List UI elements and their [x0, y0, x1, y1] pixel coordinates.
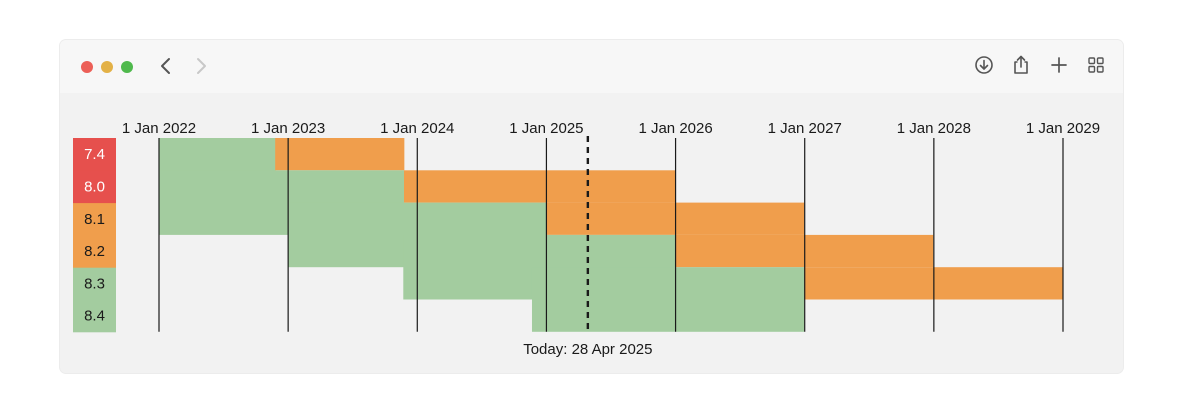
- close-window-button[interactable]: [81, 61, 93, 73]
- release-timeline-chart: 8.4 8.3 8.2 8.1 8.0 7.4 1 Jan 2022 1 Jan 2023 1…: [73, 120, 1100, 358]
- bar-security-8-0: [275, 138, 405, 171]
- x-tick-label-6: 1 Jan 2028: [897, 120, 971, 137]
- download-icon[interactable]: [973, 54, 995, 76]
- row-label-cell-8-4: [73, 299, 116, 333]
- x-tick-label-4: 1 Jan 2026: [638, 120, 712, 137]
- x-tick-label-5: 1 Jan 2027: [768, 120, 842, 137]
- bar-security-8-1: [404, 170, 676, 203]
- row-label-cell-8-1: [73, 202, 116, 236]
- row-label-7-4: 7.4: [84, 146, 105, 163]
- row-label-cell-7-4: [73, 138, 116, 171]
- row-label-cell-8-3: [73, 267, 116, 300]
- bar-active-8-4: [531, 267, 805, 332]
- x-tick-label-2: 1 Jan 2024: [380, 120, 454, 137]
- minimize-window-button[interactable]: [101, 61, 113, 73]
- plus-icon[interactable]: [1048, 54, 1070, 76]
- browser-toolbar: [60, 40, 1123, 93]
- browser-window: 8.4 8.3 8.2 8.1 8.0 7.4 1 Jan 2022 1 Jan 2023 1…: [60, 40, 1123, 373]
- x-tick-label-0: 1 Jan 2022: [122, 120, 196, 137]
- share-icon[interactable]: [1010, 54, 1032, 76]
- row-label-cell-8-0: [73, 170, 116, 204]
- x-tick-label-3: 1 Jan 2025: [509, 120, 583, 137]
- chevron-right-icon[interactable]: [189, 53, 213, 79]
- grid-icon[interactable]: [1085, 54, 1107, 76]
- row-label-8-3: 8.3: [84, 275, 105, 292]
- zoom-window-button[interactable]: [121, 61, 133, 73]
- x-tick-label-1: 1 Jan 2023: [251, 120, 325, 137]
- row-label-8-2: 8.2: [84, 243, 105, 260]
- row-label-8-1: 8.1: [84, 211, 105, 228]
- today-label: Today: 28 Apr 2025: [523, 341, 652, 358]
- chart-area: 8.4 8.3 8.2 8.1 8.0 7.4 1 Jan 2022 1 Jan 2023 1…: [60, 93, 1123, 373]
- chevron-left-icon[interactable]: [154, 53, 178, 79]
- row-label-8-0: 8.0: [84, 178, 105, 195]
- x-tick-label-7: 1 Jan 2029: [1026, 120, 1100, 137]
- row-label-cell-8-2: [73, 234, 116, 268]
- row-label-8-4: 8.4: [84, 308, 105, 325]
